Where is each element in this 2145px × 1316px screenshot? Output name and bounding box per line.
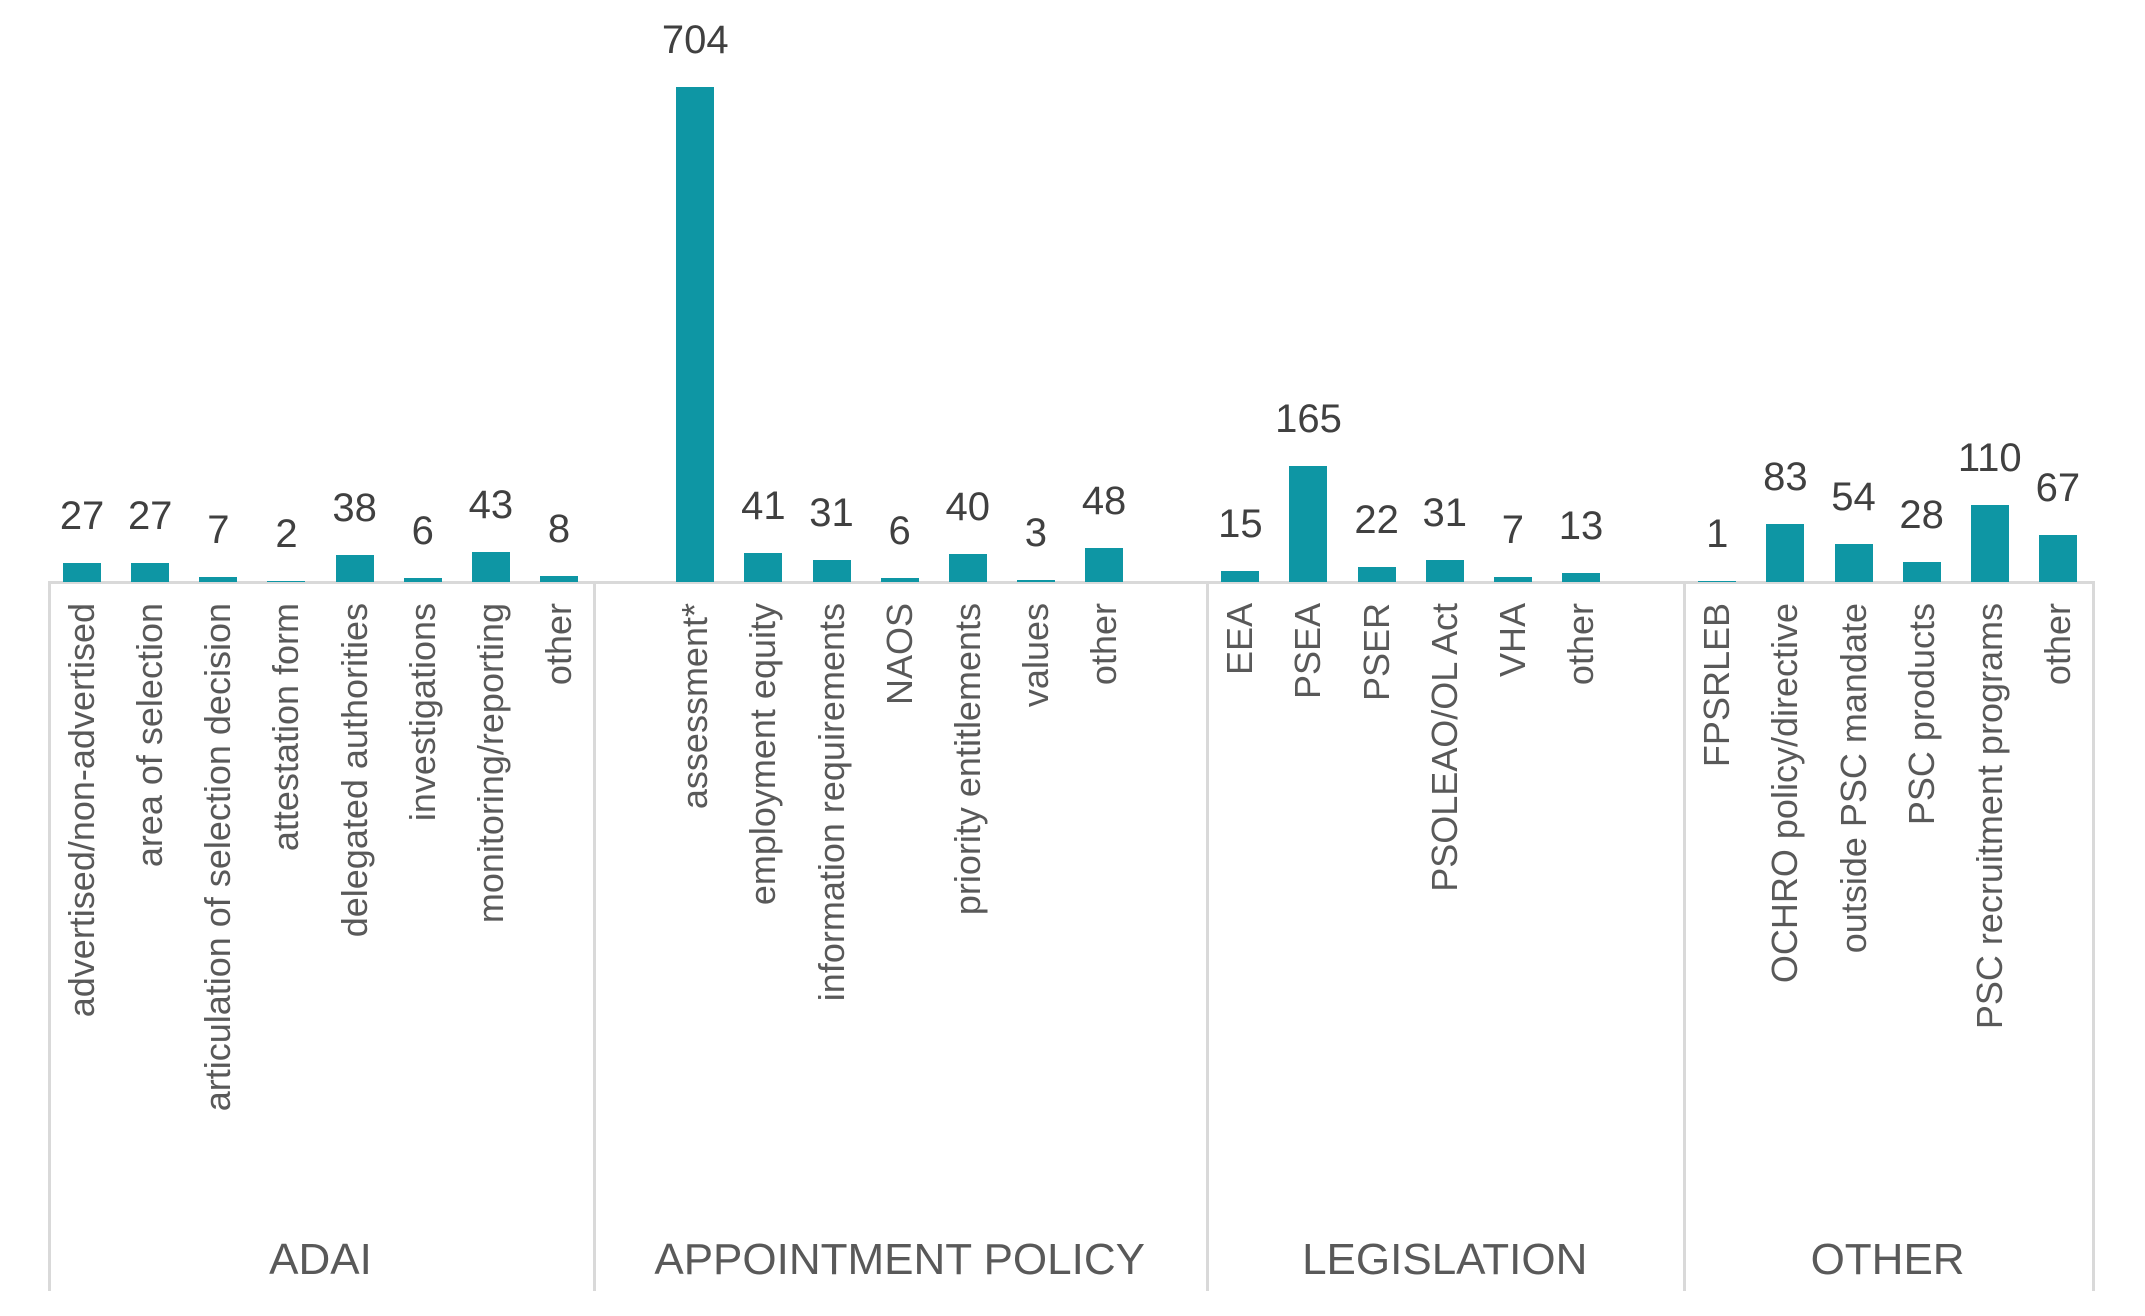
bar-psc-recruitment-programs: [1970, 504, 2009, 582]
value-label: 13: [1558, 503, 1604, 548]
bar-fpsrleb: [1698, 581, 1737, 582]
category-label: other: [1560, 603, 1601, 686]
bar-monitoring-reporting: [471, 551, 510, 582]
bar-psoleao-ol-act: [1425, 560, 1464, 582]
group-divider: [1206, 581, 1210, 1291]
category-label: area of selection: [129, 603, 171, 868]
value-label: 48: [1081, 479, 1127, 524]
bar-ochro-policy-directive: [1766, 523, 1805, 582]
value-label: 22: [1354, 497, 1399, 542]
group-label: OTHER: [1810, 1235, 1965, 1284]
bar-other: [1085, 548, 1124, 582]
value-label: 165: [1275, 396, 1342, 441]
value-label: 2: [275, 511, 298, 556]
bar-values: [1016, 579, 1055, 582]
category-label: outside PSC mandate: [1832, 603, 1874, 954]
category-label: values: [1014, 603, 1056, 708]
group-divider: [593, 581, 597, 1291]
category-label: assessment*: [674, 603, 716, 810]
bar-delegated-authorities: [335, 555, 374, 582]
bar-attestation-form: [267, 580, 306, 582]
bar-psc-products: [1902, 562, 1941, 582]
value-label: 3: [1024, 510, 1048, 555]
value-label: 7: [207, 508, 230, 553]
category-label: delegated authorities: [333, 603, 375, 938]
value-label: 27: [127, 494, 173, 539]
group-label: ADAI: [269, 1235, 372, 1284]
group-divider: [1683, 581, 1687, 1291]
value-label: 43: [468, 482, 514, 527]
category-label: PSER: [1355, 603, 1397, 702]
value-label: 28: [1899, 493, 1944, 538]
category-label: PSC recruitment programs: [1968, 603, 2010, 1030]
value-label: 110: [1957, 435, 2022, 480]
bar-psea: [1289, 465, 1328, 582]
category-label: investigations: [401, 603, 443, 822]
bar-eea: [1221, 571, 1260, 582]
value-label: 15: [1218, 502, 1263, 547]
bar-other: [2038, 534, 2077, 582]
category-label: NAOS: [878, 603, 920, 706]
bar-outside-psc-mandate: [1834, 544, 1873, 582]
plot-left-border: [48, 581, 51, 1291]
category-label: priority entitlements: [946, 603, 988, 916]
value-label: 41: [741, 484, 786, 529]
bar-information-requirements: [812, 560, 851, 582]
category-label: other: [2036, 603, 2078, 686]
bar-assessment-: [676, 87, 715, 582]
value-label: 8: [547, 507, 571, 552]
bar-investigations: [403, 577, 442, 582]
category-label: other: [538, 603, 579, 686]
bar-pser: [1357, 566, 1396, 582]
category-label: attestation form: [265, 603, 307, 852]
value-label: 38: [332, 486, 377, 531]
bar-naos: [880, 577, 919, 582]
category-label: PSC products: [1900, 603, 1942, 826]
x-axis-line: [48, 581, 2095, 584]
value-label: 40: [945, 484, 991, 529]
bar-vha: [1493, 577, 1532, 582]
value-label: 54: [1831, 475, 1876, 520]
category-label: other: [1083, 603, 1125, 686]
bar-employment-equity: [744, 553, 783, 582]
group-label: APPOINTMENT POLICY: [654, 1235, 1145, 1284]
bar-articulation-of-selection-decision: [199, 577, 238, 582]
category-label: articulation of selection decision: [197, 603, 239, 1112]
value-label: 83: [1763, 454, 1808, 499]
category-label: PSOLEAO/OL Act: [1423, 603, 1465, 892]
category-label: OCHRO policy/directive: [1764, 603, 1806, 984]
bar-area-of-selection: [131, 563, 170, 582]
bar-advertised-non-advertised: [63, 563, 102, 582]
value-label: 27: [59, 494, 105, 539]
value-label: 31: [809, 491, 854, 536]
bar-other: [1562, 572, 1600, 582]
value-label: 6: [888, 508, 911, 553]
value-label: 67: [2035, 465, 2081, 510]
value-label: 7: [1501, 508, 1524, 553]
value-label: 704: [661, 18, 729, 62]
value-label: 1: [1706, 512, 1729, 557]
value-label: 31: [1422, 491, 1467, 536]
plot-right-border: [2092, 581, 2095, 1291]
group-label: LEGISLATION: [1302, 1235, 1588, 1284]
category-label: monitoring/reporting: [469, 603, 511, 924]
category-label: VHA: [1491, 603, 1533, 678]
category-label: PSEA: [1287, 603, 1329, 700]
category-label: EEA: [1219, 603, 1261, 676]
bar-other: [540, 576, 578, 582]
category-label: advertised/non-advertised: [61, 603, 103, 1018]
value-label: 6: [411, 508, 434, 553]
category-label: information requirements: [810, 603, 852, 1002]
bar-priority-entitlements: [948, 553, 987, 582]
category-label: employment equity: [742, 603, 784, 906]
category-label: FPSRLEB: [1696, 603, 1738, 768]
